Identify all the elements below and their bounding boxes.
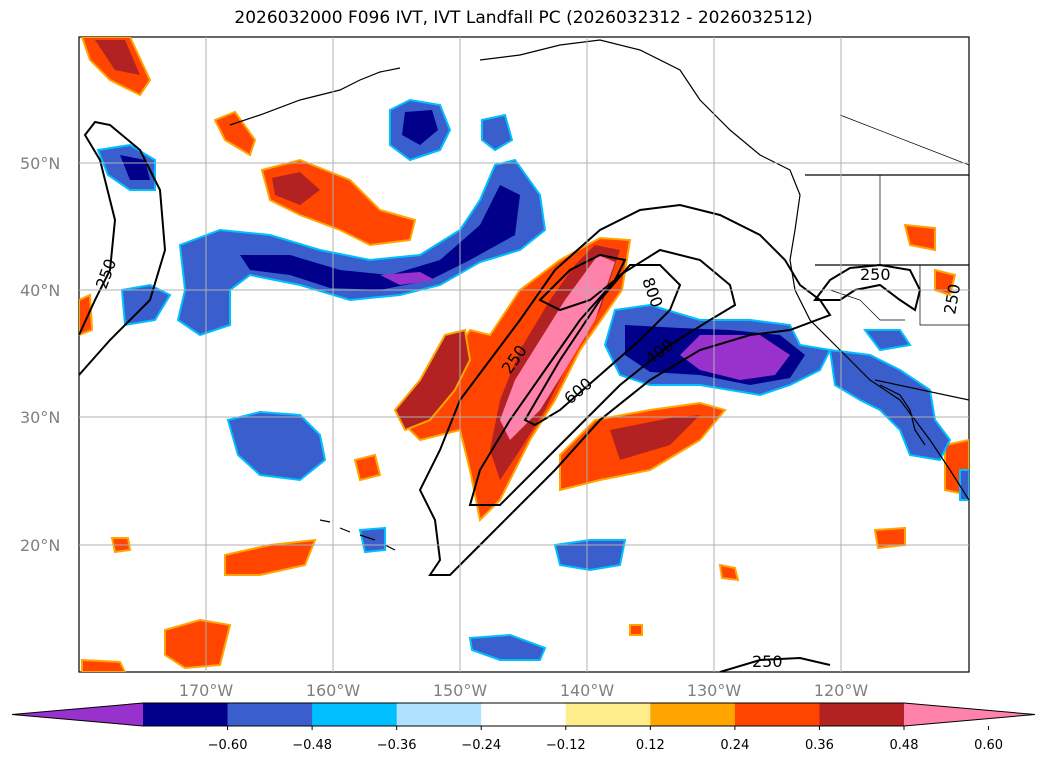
contour-250-south xyxy=(719,656,831,672)
colorbar-tick-label: 0.12 xyxy=(636,738,665,753)
us-mexico-border xyxy=(874,379,969,401)
negative-region-south-1 xyxy=(553,539,627,572)
positive-region-nw-core xyxy=(95,40,140,75)
colorbar-segment xyxy=(143,703,229,726)
colorbar-tick-label: 0.48 xyxy=(890,738,919,753)
lat-label-30: 30°N xyxy=(20,408,60,427)
negative-region-east-peak xyxy=(680,335,790,380)
negative-region-long-band-peak xyxy=(380,272,435,285)
contour-250-west xyxy=(79,120,167,376)
lat-label-20: 20°N xyxy=(20,536,60,555)
negative-region-nw-core xyxy=(120,155,150,180)
colorbar-segment xyxy=(312,703,398,726)
positive-region-west-edge xyxy=(79,293,94,337)
state-line-4 xyxy=(919,265,969,326)
contour-label-250-east: 250 xyxy=(860,265,891,284)
positive-region-east-4 xyxy=(934,268,957,297)
colorbar-segment xyxy=(396,703,482,726)
ivt-contours xyxy=(79,120,922,672)
state-line-2 xyxy=(829,289,905,321)
contour-label-250-south: 250 xyxy=(752,652,783,671)
colorbar-tick-label: −0.60 xyxy=(208,738,248,753)
lon-label-170w: 170°W xyxy=(179,681,234,700)
colorbar-extend-max xyxy=(904,703,1035,726)
state-line-3 xyxy=(839,114,969,265)
lon-label-120w: 120°W xyxy=(814,681,869,700)
positive-region-west-lobe xyxy=(393,328,472,432)
colorbar-tick-label: 0.24 xyxy=(720,738,749,753)
colorbar-tick-label: 0.36 xyxy=(805,738,834,753)
lat-label-50: 50°N xyxy=(20,154,60,173)
contour-250-main xyxy=(418,203,832,576)
colorbar-outline xyxy=(11,702,1036,727)
negative-region-long-band-core xyxy=(240,185,520,290)
colorbar-tick-label: −0.48 xyxy=(292,738,332,753)
negative-region-south-2 xyxy=(468,633,547,661)
negative-region-coast-2 xyxy=(863,329,912,352)
colorbar-segment xyxy=(227,703,313,726)
map-title: 2026032000 F096 IVT, IVT Landfall PC (20… xyxy=(234,8,813,28)
negative-region-east-3 xyxy=(959,469,969,501)
contour-400 xyxy=(468,248,737,506)
lon-label-150w: 150°W xyxy=(433,681,488,700)
colorbar-segment xyxy=(734,703,820,726)
positive-region-east-1 xyxy=(903,223,936,252)
gridlines xyxy=(79,37,969,672)
negative-region-south-3 xyxy=(358,526,386,554)
positive-region-small-8 xyxy=(629,624,643,636)
longitude-labels: 170°W 160°W 150°W 140°W 130°W 120°W xyxy=(179,681,869,700)
positive-region-south-arm-core xyxy=(610,415,700,460)
colorbar: −0.60 −0.48 −0.36 −0.24 −0.12 0.12 0.24 0.36 0.4… xyxy=(11,702,1036,753)
negative-region-north-small xyxy=(481,113,514,152)
colorbar-tick-label: 0.60 xyxy=(974,738,1003,753)
latitude-labels: 50°N 40°N 30°N 20°N xyxy=(20,154,60,555)
alaska-islands xyxy=(229,67,401,126)
lon-label-160w: 160°W xyxy=(306,681,361,700)
hawaii-islands xyxy=(319,519,396,551)
positive-region-small-4 xyxy=(164,618,232,670)
colorbar-extend-min xyxy=(12,703,143,726)
contour-labels: 250 250 800 400 600 250 250 250 xyxy=(92,256,964,671)
colorbar-segment xyxy=(565,703,651,726)
contour-600 xyxy=(523,264,682,427)
lon-label-140w: 140°W xyxy=(560,681,615,700)
colorbar-segment xyxy=(819,703,905,726)
colorbar-tick-label: −0.24 xyxy=(461,738,501,753)
colorbar-tick-label: −0.12 xyxy=(546,738,586,753)
contour-250-east xyxy=(813,263,922,312)
colorbar-segment xyxy=(650,703,736,726)
contour-800 xyxy=(538,253,627,312)
colorbar-segment xyxy=(481,703,567,726)
colorbar-tick-label: −0.36 xyxy=(377,738,417,753)
positive-region-small-7 xyxy=(718,563,740,582)
negative-region-central xyxy=(226,410,327,482)
positive-region-small-1 xyxy=(213,110,257,157)
coastlines xyxy=(229,39,969,551)
north-america-coast xyxy=(479,39,969,501)
negative-region-coast xyxy=(828,348,952,462)
positive-region-small-5 xyxy=(81,658,127,672)
lat-label-40: 40°N xyxy=(20,281,60,300)
baja-coast xyxy=(879,384,926,446)
positive-region-band-north-core xyxy=(272,172,320,205)
negative-region-north-core xyxy=(402,110,438,145)
positive-region-small-2 xyxy=(353,453,382,482)
lon-label-130w: 130°W xyxy=(687,681,742,700)
